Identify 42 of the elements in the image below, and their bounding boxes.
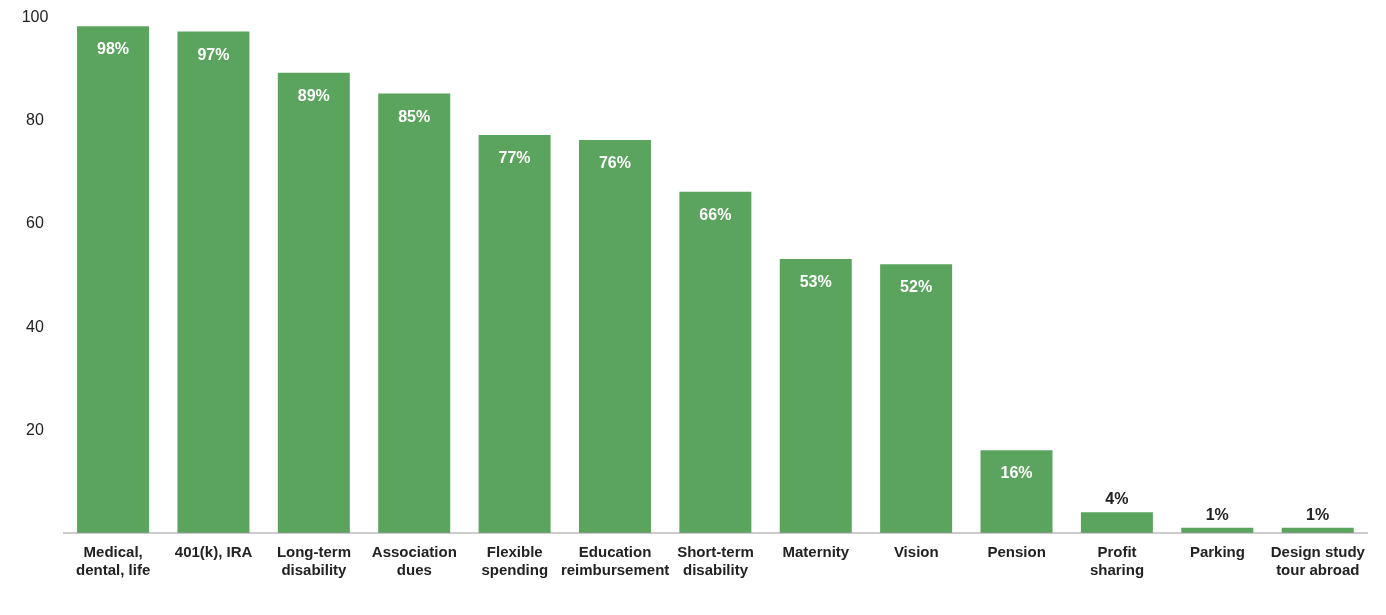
bar <box>880 264 953 533</box>
x-tick-label: Short-term disability <box>677 543 754 578</box>
x-tick-label: Association dues <box>371 543 457 578</box>
x-tick-label: Education reimbursement <box>560 543 670 578</box>
bar <box>779 258 852 533</box>
data-label: 97% <box>197 45 230 63</box>
data-label: 66% <box>699 205 732 223</box>
bar <box>980 450 1053 533</box>
data-label: 89% <box>297 86 330 104</box>
x-tick-label: Profit sharing <box>1089 543 1145 578</box>
data-label: 98% <box>97 40 130 58</box>
y-tick-label: 40 <box>26 317 44 335</box>
x-tick-label: Design study tour abroad <box>1270 543 1366 578</box>
bar <box>177 31 250 533</box>
bar <box>277 72 350 533</box>
x-tick-label: Pension <box>987 543 1046 560</box>
x-tick-label: Long-term disability <box>276 543 352 578</box>
x-tick-label: Vision <box>893 543 939 560</box>
bar <box>378 93 451 533</box>
data-label: 1% <box>1205 505 1229 523</box>
y-tick-label: 20 <box>26 421 44 439</box>
bar <box>679 191 752 533</box>
x-tick-label: 401(k), IRA <box>174 543 253 560</box>
x-tick-label: Maternity <box>782 543 850 560</box>
data-label: 4% <box>1105 490 1129 508</box>
data-label: 76% <box>598 154 631 172</box>
data-label: 52% <box>900 278 933 296</box>
y-tick-label: 60 <box>26 214 44 232</box>
bar <box>1080 512 1153 533</box>
bar <box>578 140 651 533</box>
y-tick-label: 100 <box>21 7 49 25</box>
data-label: 16% <box>1000 464 1033 482</box>
x-tick-label: Parking <box>1189 543 1245 560</box>
x-tick-label: Medical, dental, life <box>76 543 151 578</box>
bar <box>77 26 150 533</box>
x-tick-label: Flexible spending <box>481 543 549 578</box>
data-label: 77% <box>498 148 531 166</box>
data-label: 85% <box>398 107 431 125</box>
data-label: 1% <box>1306 505 1330 523</box>
data-label: 53% <box>799 272 832 290</box>
y-tick-label: 80 <box>26 111 44 129</box>
bar <box>478 134 551 533</box>
